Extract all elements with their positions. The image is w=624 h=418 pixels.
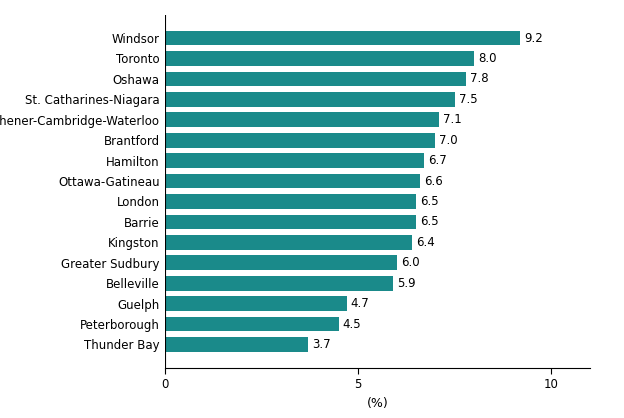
X-axis label: (%): (%) xyxy=(367,397,388,410)
Bar xyxy=(165,194,416,209)
Text: 5.9: 5.9 xyxy=(397,277,416,290)
Bar xyxy=(165,92,455,107)
Bar xyxy=(165,173,420,189)
Text: 7.0: 7.0 xyxy=(439,134,458,147)
Text: 9.2: 9.2 xyxy=(524,31,543,45)
Bar xyxy=(165,71,466,86)
Text: 7.5: 7.5 xyxy=(459,93,477,106)
Bar xyxy=(165,31,520,46)
Bar xyxy=(165,337,308,352)
Text: 4.5: 4.5 xyxy=(343,318,361,331)
Bar xyxy=(165,255,397,270)
Bar xyxy=(165,51,474,66)
Text: 7.8: 7.8 xyxy=(470,72,489,85)
Text: 6.6: 6.6 xyxy=(424,175,442,188)
Text: 7.1: 7.1 xyxy=(443,113,462,126)
Bar xyxy=(165,235,412,250)
Text: 3.7: 3.7 xyxy=(312,338,331,351)
Text: 6.7: 6.7 xyxy=(427,154,446,167)
Bar xyxy=(165,317,339,331)
Bar xyxy=(165,296,347,311)
Text: 4.7: 4.7 xyxy=(351,297,369,310)
Text: 6.0: 6.0 xyxy=(401,256,419,269)
Bar xyxy=(165,153,424,168)
Text: 6.5: 6.5 xyxy=(420,215,439,228)
Text: 6.5: 6.5 xyxy=(420,195,439,208)
Bar xyxy=(165,112,439,127)
Text: 6.4: 6.4 xyxy=(416,236,435,249)
Bar xyxy=(165,214,416,229)
Text: 8.0: 8.0 xyxy=(478,52,496,65)
Bar xyxy=(165,276,393,291)
Bar xyxy=(165,133,436,148)
